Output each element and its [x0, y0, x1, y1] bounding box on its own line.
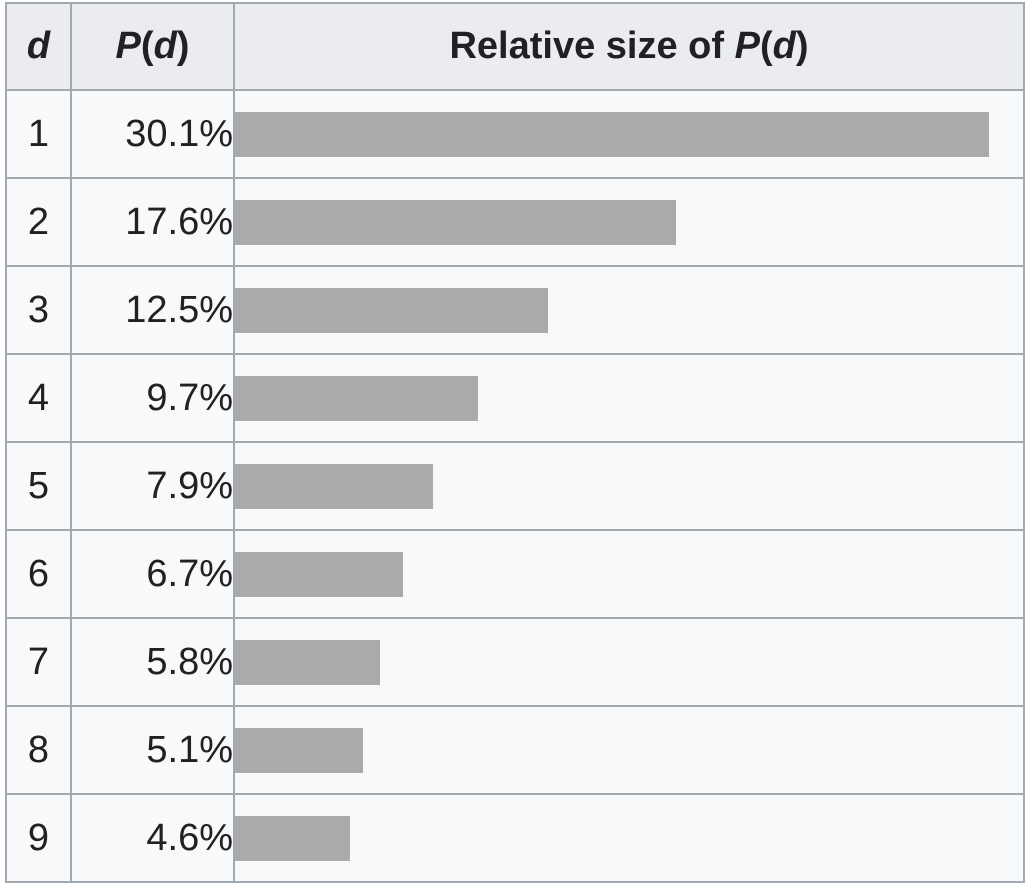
- bar-mark: [235, 639, 380, 685]
- digit-cell: 2: [5, 177, 72, 267]
- table-row: 2 17.6%: [5, 177, 1025, 267]
- relative-size-header-argument: d: [772, 25, 796, 67]
- digit-header-label: d: [26, 25, 51, 67]
- bar-cell: [233, 265, 1025, 355]
- bar-mark: [235, 111, 989, 157]
- table-row: 3 12.5%: [5, 265, 1025, 355]
- probability-cell: 12.5%: [70, 265, 235, 355]
- bar-mark: [235, 815, 350, 861]
- probability-cell: 17.6%: [70, 177, 235, 267]
- bar-cell: [233, 793, 1025, 883]
- digit-cell: 3: [5, 265, 72, 355]
- digit-cell: 4: [5, 353, 72, 443]
- relative-size-header-symbol: P: [734, 25, 760, 67]
- probability-header-symbol: P: [115, 25, 141, 67]
- bar-cell: [233, 89, 1025, 179]
- probability-cell: 5.8%: [70, 617, 235, 707]
- bar-mark: [235, 463, 433, 509]
- probability-cell: 6.7%: [70, 529, 235, 619]
- relative-size-column-header: Relative size of P(d): [233, 2, 1025, 91]
- probability-cell: 7.9%: [70, 441, 235, 531]
- digit-cell: 6: [5, 529, 72, 619]
- relative-size-header-prefix: Relative size of: [449, 25, 735, 67]
- probability-cell: 30.1%: [70, 89, 235, 179]
- probability-header-argument: d: [153, 25, 177, 67]
- bar-cell: [233, 353, 1025, 443]
- probability-cell: 4.6%: [70, 793, 235, 883]
- digit-cell: 8: [5, 705, 72, 795]
- digit-cell: 7: [5, 617, 72, 707]
- bar-cell: [233, 177, 1025, 267]
- table-row: 5 7.9%: [5, 441, 1025, 531]
- digit-column-header: d: [5, 2, 72, 91]
- digit-cell: 1: [5, 89, 72, 179]
- table-row: 9 4.6%: [5, 793, 1025, 883]
- bar-cell: [233, 529, 1025, 619]
- digit-cell: 9: [5, 793, 72, 883]
- bar-mark: [235, 287, 548, 333]
- table-row: 6 6.7%: [5, 529, 1025, 619]
- probability-cell: 5.1%: [70, 705, 235, 795]
- bar-mark: [235, 375, 478, 421]
- probability-column-header: P(d): [70, 2, 235, 91]
- bar-mark: [235, 551, 403, 597]
- table-row: 4 9.7%: [5, 353, 1025, 443]
- bar-mark: [235, 727, 363, 773]
- bar-mark: [235, 199, 676, 245]
- table-row: 8 5.1%: [5, 705, 1025, 795]
- bar-cell: [233, 617, 1025, 707]
- table-row: 7 5.8%: [5, 617, 1025, 707]
- probability-cell: 9.7%: [70, 353, 235, 443]
- bar-cell: [233, 441, 1025, 531]
- benford-distribution-table: d P(d) Relative size of P(d) 1 30.1% 2 17.6…: [5, 2, 1025, 883]
- digit-cell: 5: [5, 441, 72, 531]
- table-row: 1 30.1%: [5, 89, 1025, 179]
- header-row: d P(d) Relative size of P(d): [5, 2, 1025, 91]
- bar-cell: [233, 705, 1025, 795]
